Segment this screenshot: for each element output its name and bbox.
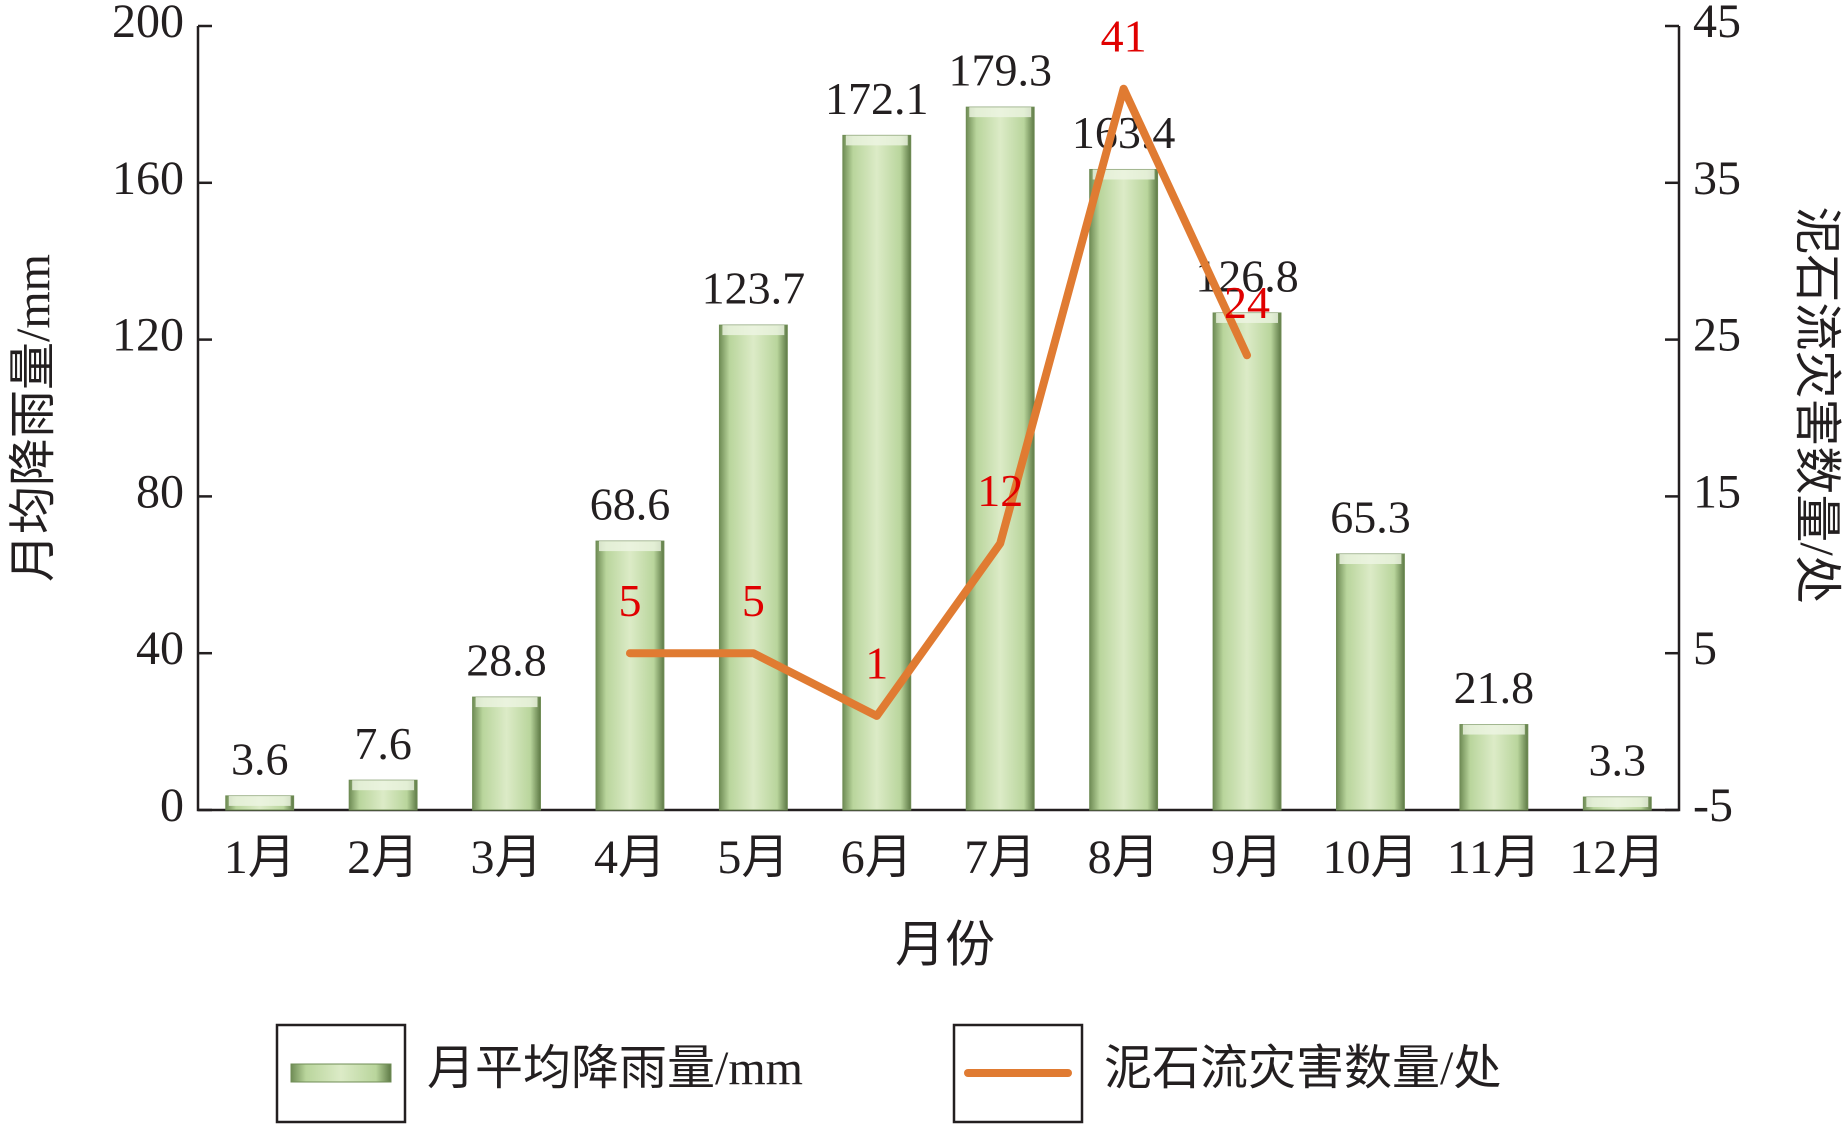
data-label: 28.8 bbox=[466, 635, 547, 686]
data-label: 1 bbox=[865, 637, 888, 688]
legend-label: 泥石流灾害数量/处 bbox=[1104, 1042, 1501, 1095]
data-label: 65.3 bbox=[1330, 492, 1411, 543]
x-tick-label: 2月 bbox=[347, 831, 419, 884]
data-label: 68.6 bbox=[590, 479, 671, 530]
data-label: 3.3 bbox=[1589, 735, 1647, 786]
y2-tick-label: 35 bbox=[1693, 152, 1741, 205]
bar-bevel bbox=[722, 325, 785, 336]
y-tick-label: 200 bbox=[112, 0, 184, 48]
bar bbox=[1212, 312, 1282, 811]
y-axis-title: 月均降雨量/mm bbox=[7, 254, 60, 582]
bar bbox=[472, 696, 541, 811]
bar bbox=[595, 540, 665, 811]
y2-tick-label: 5 bbox=[1693, 622, 1717, 675]
y-tick-label: 0 bbox=[160, 779, 184, 832]
bar-bevel bbox=[599, 541, 661, 552]
legend-box bbox=[952, 1023, 1084, 1124]
y-tick-label: 40 bbox=[136, 622, 184, 675]
bar-bevel bbox=[1462, 724, 1525, 735]
data-label: 172.1 bbox=[825, 73, 929, 124]
bar-bevel bbox=[352, 780, 415, 791]
data-label: 41 bbox=[1101, 10, 1147, 61]
data-label: 5 bbox=[618, 575, 641, 626]
line bbox=[625, 84, 1252, 720]
bar-bevel bbox=[1216, 312, 1278, 323]
axis-line bbox=[196, 26, 1681, 812]
bar-bevel bbox=[845, 135, 908, 146]
x-tick-label: 8月 bbox=[1088, 831, 1160, 884]
y-tick-label: 80 bbox=[136, 465, 184, 518]
bar bbox=[1459, 724, 1529, 811]
bar-bevel bbox=[228, 795, 291, 806]
x-tick-label: 9月 bbox=[1211, 831, 1283, 884]
x-tick-label: 10月 bbox=[1322, 831, 1418, 884]
y2-tick-label: -5 bbox=[1693, 779, 1733, 832]
x-axis-title: 月份 bbox=[895, 916, 995, 972]
bar bbox=[1336, 553, 1405, 811]
legend-box bbox=[275, 1023, 407, 1124]
bar-bevel bbox=[969, 107, 1032, 118]
y-tick-label: 160 bbox=[112, 152, 184, 205]
bar bbox=[718, 324, 788, 811]
y2-tick-label: 15 bbox=[1693, 465, 1741, 518]
x-tick-label: 12月 bbox=[1569, 831, 1665, 884]
bar-bevel bbox=[1586, 797, 1649, 808]
data-label: 179.3 bbox=[948, 45, 1052, 96]
x-tick-label: 1月 bbox=[224, 831, 296, 884]
y2-axis-title: 泥石流灾害数量/处 bbox=[1790, 206, 1843, 603]
bar bbox=[842, 134, 912, 811]
data-label: 7.6 bbox=[354, 718, 412, 769]
data-label: 3.6 bbox=[231, 733, 289, 784]
y-tick-label: 120 bbox=[112, 309, 184, 362]
y2-tick-label: 25 bbox=[1693, 309, 1741, 362]
x-tick-label: 6月 bbox=[841, 831, 913, 884]
data-label: 21.8 bbox=[1454, 662, 1535, 713]
y2-tick-label: 45 bbox=[1693, 0, 1741, 48]
bar-bevel bbox=[1092, 169, 1155, 180]
legend-swatch bbox=[290, 1063, 392, 1083]
legend-label: 月平均降雨量/mm bbox=[427, 1042, 803, 1095]
x-tick-label: 11月 bbox=[1447, 831, 1541, 884]
data-label: 12 bbox=[977, 465, 1023, 516]
x-tick-label: 7月 bbox=[964, 831, 1036, 884]
data-label: 24 bbox=[1224, 277, 1270, 328]
x-tick-label: 5月 bbox=[717, 831, 789, 884]
bar-bevel bbox=[475, 697, 538, 708]
data-label: 123.7 bbox=[702, 263, 806, 314]
data-label: 5 bbox=[742, 575, 765, 626]
bar-bevel bbox=[1339, 554, 1402, 565]
data-label: 163.4 bbox=[1072, 107, 1176, 158]
x-tick-label: 3月 bbox=[471, 831, 543, 884]
x-tick-label: 4月 bbox=[594, 831, 666, 884]
bar bbox=[1089, 168, 1159, 811]
